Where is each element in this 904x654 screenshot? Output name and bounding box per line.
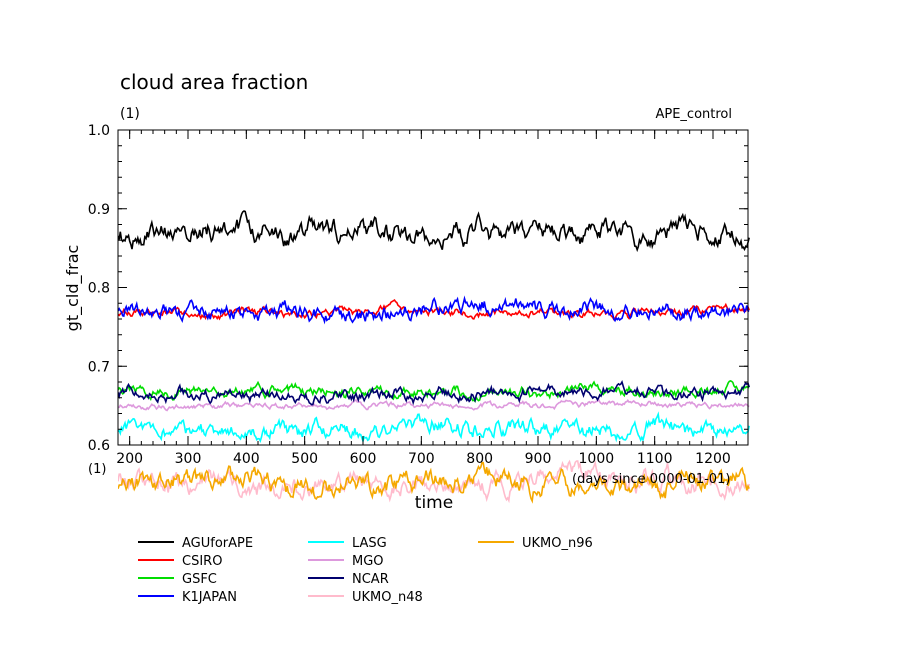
x-tick-label: 500	[291, 451, 318, 467]
legend-item: AGUforAPE	[138, 536, 253, 551]
x-tick-label: 700	[408, 451, 435, 467]
x-tick-label: 1100	[637, 451, 673, 467]
x-tick-label: 400	[233, 451, 260, 467]
legend-label: UKMO_n96	[522, 536, 593, 551]
legend-label: GSFC	[182, 572, 217, 587]
legend-item: UKMO_n48	[308, 590, 423, 605]
legend-item: UKMO_n96	[478, 536, 593, 551]
legend-item: LASG	[308, 536, 387, 551]
legend-item: MGO	[308, 554, 384, 569]
y-tick-label: 0.6	[88, 438, 110, 454]
series-layer	[118, 210, 750, 504]
x-tick-label: 1200	[695, 451, 731, 467]
x-units-prefix: (1)	[88, 462, 106, 477]
legend-label: NCAR	[352, 572, 389, 587]
x-tick-label: 1000	[579, 451, 615, 467]
x-tick-label: 800	[466, 451, 493, 467]
legend-label: K1JAPAN	[182, 590, 237, 605]
chart-title: cloud area fraction	[120, 70, 308, 94]
x-tick-label: 200	[116, 451, 143, 467]
legend-item: NCAR	[308, 572, 389, 587]
legend-label: AGUforAPE	[182, 536, 253, 551]
legend: AGUforAPE CSIRO GSFC K1JAPAN LASG MGO NCAR UKMO…	[138, 536, 593, 605]
series-line-aguforape	[118, 210, 750, 253]
series-line-ukmo-n96	[118, 461, 750, 504]
y-axis-label: gt_cld_frac	[63, 245, 83, 332]
x-axis: 200 300 400 500 600 700 800 900 1000 1100 1200	[116, 130, 749, 467]
x-axis-label: time	[415, 493, 453, 513]
experiment-label: APE_control	[655, 107, 732, 122]
legend-label: UKMO_n48	[352, 590, 423, 605]
x-units-label: (days since 0000-01-01)	[572, 472, 730, 487]
y-tick-label: 1.0	[88, 123, 110, 139]
series-line-lasg	[118, 411, 750, 444]
series-line-ncar	[118, 379, 750, 406]
title-units: (1)	[120, 106, 140, 122]
legend-label: LASG	[352, 536, 387, 551]
series-line-k1japan	[118, 295, 750, 325]
y-tick-label: 0.8	[88, 281, 110, 297]
y-tick-label: 0.9	[88, 202, 110, 218]
y-tick-label: 0.7	[88, 359, 110, 375]
legend-item: GSFC	[138, 572, 217, 587]
x-tick-label: 600	[350, 451, 377, 467]
legend-item: K1JAPAN	[138, 590, 237, 605]
x-tick-label: 300	[175, 451, 202, 467]
legend-label: MGO	[352, 554, 384, 569]
y-axis: 0.6 0.7 0.8 0.9 1.0	[88, 123, 748, 454]
legend-item: CSIRO	[138, 554, 222, 569]
legend-label: CSIRO	[182, 554, 222, 569]
series-line-mgo	[118, 398, 750, 412]
x-tick-label: 900	[525, 451, 552, 467]
